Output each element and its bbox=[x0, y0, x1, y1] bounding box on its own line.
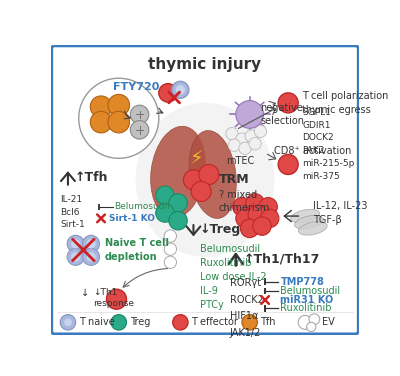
Text: Ruxolitinib: Ruxolitinib bbox=[280, 303, 332, 314]
Text: Belumosudil: Belumosudil bbox=[114, 202, 170, 211]
Ellipse shape bbox=[294, 215, 323, 229]
Circle shape bbox=[236, 100, 264, 128]
Text: Treg: Treg bbox=[130, 317, 150, 327]
Text: ↓Treg: ↓Treg bbox=[200, 223, 241, 237]
Circle shape bbox=[156, 186, 174, 205]
Text: ↑Th1/Th17: ↑Th1/Th17 bbox=[244, 253, 320, 266]
Text: CD8⁺ activation: CD8⁺ activation bbox=[274, 146, 352, 156]
FancyBboxPatch shape bbox=[52, 46, 358, 334]
Circle shape bbox=[248, 205, 267, 224]
Circle shape bbox=[191, 181, 211, 202]
Text: Tfh: Tfh bbox=[260, 317, 276, 327]
Circle shape bbox=[164, 256, 176, 268]
Text: IL-12, IL-23
TGF-β: IL-12, IL-23 TGF-β bbox=[313, 202, 367, 224]
Circle shape bbox=[79, 78, 159, 158]
Text: Belumosudil
Ruxolitinib
Low dose IL-2
IL-9
PTCy: Belumosudil Ruxolitinib Low dose IL-2 IL… bbox=[200, 244, 266, 310]
Circle shape bbox=[253, 217, 271, 235]
Circle shape bbox=[82, 249, 100, 265]
Circle shape bbox=[130, 105, 149, 124]
Text: TMP778: TMP778 bbox=[280, 276, 324, 287]
Circle shape bbox=[246, 194, 264, 212]
Ellipse shape bbox=[291, 209, 320, 223]
Circle shape bbox=[278, 155, 298, 174]
Text: Belumosudil: Belumosudil bbox=[280, 286, 340, 296]
Text: TRM: TRM bbox=[219, 173, 250, 186]
Circle shape bbox=[64, 318, 72, 326]
Circle shape bbox=[67, 249, 84, 265]
Circle shape bbox=[242, 315, 257, 330]
Circle shape bbox=[108, 111, 130, 133]
Circle shape bbox=[249, 138, 261, 150]
Circle shape bbox=[309, 314, 320, 324]
Circle shape bbox=[278, 93, 298, 113]
Text: miR-215-5p
miR-375: miR-215-5p miR-375 bbox=[302, 159, 354, 180]
Circle shape bbox=[86, 252, 96, 261]
Circle shape bbox=[108, 94, 130, 116]
Circle shape bbox=[245, 130, 257, 142]
Text: T effector: T effector bbox=[191, 317, 238, 327]
Circle shape bbox=[159, 83, 177, 102]
Circle shape bbox=[67, 235, 84, 252]
Circle shape bbox=[228, 139, 240, 152]
Circle shape bbox=[86, 239, 96, 249]
Circle shape bbox=[164, 243, 176, 255]
Circle shape bbox=[60, 315, 76, 330]
Circle shape bbox=[71, 239, 80, 249]
Circle shape bbox=[254, 125, 267, 138]
Text: thymic injury: thymic injury bbox=[148, 58, 262, 73]
Circle shape bbox=[233, 197, 251, 216]
Text: SGPL1
GDIR1
DOCK2
PAK2: SGPL1 GDIR1 DOCK2 PAK2 bbox=[302, 108, 334, 155]
Circle shape bbox=[260, 209, 279, 227]
Circle shape bbox=[106, 289, 126, 309]
Text: Sirt-1 KO: Sirt-1 KO bbox=[109, 214, 155, 223]
Text: FTY720: FTY720 bbox=[112, 82, 159, 92]
Text: miR31 KO: miR31 KO bbox=[280, 295, 334, 305]
Text: ⚡: ⚡ bbox=[189, 150, 203, 168]
Circle shape bbox=[226, 127, 238, 140]
Circle shape bbox=[240, 219, 259, 238]
Circle shape bbox=[71, 252, 80, 261]
Circle shape bbox=[184, 170, 204, 190]
Ellipse shape bbox=[136, 103, 274, 257]
Text: mTEC: mTEC bbox=[226, 156, 255, 165]
Text: Naive T cell
depletion: Naive T cell depletion bbox=[105, 238, 169, 262]
Circle shape bbox=[298, 315, 312, 329]
Text: IL-21
Bcl6
Sirt-1: IL-21 Bcl6 Sirt-1 bbox=[60, 195, 85, 229]
Circle shape bbox=[176, 85, 185, 94]
Circle shape bbox=[130, 121, 149, 139]
Text: ↑Tfh: ↑Tfh bbox=[74, 171, 108, 184]
Text: T naive: T naive bbox=[79, 317, 114, 327]
Circle shape bbox=[239, 142, 251, 155]
Circle shape bbox=[169, 211, 187, 230]
Circle shape bbox=[236, 133, 248, 145]
Circle shape bbox=[156, 204, 174, 222]
Circle shape bbox=[82, 235, 100, 252]
Ellipse shape bbox=[298, 221, 327, 235]
Circle shape bbox=[90, 111, 112, 133]
Text: ? mixed
chimerism: ? mixed chimerism bbox=[219, 190, 270, 213]
Text: EV: EV bbox=[322, 317, 335, 327]
Circle shape bbox=[169, 194, 187, 212]
Circle shape bbox=[199, 164, 219, 185]
Circle shape bbox=[259, 197, 277, 216]
Text: RORγt
ROCK2
HIF1α
JAK1/2: RORγt ROCK2 HIF1α JAK1/2 bbox=[230, 279, 264, 338]
Circle shape bbox=[236, 209, 254, 227]
Text: ↓: ↓ bbox=[81, 288, 90, 298]
Circle shape bbox=[111, 315, 126, 330]
Text: ↓Th1
response: ↓Th1 response bbox=[93, 288, 134, 308]
Circle shape bbox=[173, 315, 188, 330]
Ellipse shape bbox=[189, 130, 236, 218]
Circle shape bbox=[164, 230, 176, 242]
Circle shape bbox=[172, 81, 189, 98]
Circle shape bbox=[90, 96, 112, 117]
Circle shape bbox=[307, 322, 316, 332]
Text: T cell polarization
thymic egress: T cell polarization thymic egress bbox=[302, 91, 388, 115]
Ellipse shape bbox=[150, 126, 206, 218]
Text: negative
selection: negative selection bbox=[260, 103, 304, 126]
